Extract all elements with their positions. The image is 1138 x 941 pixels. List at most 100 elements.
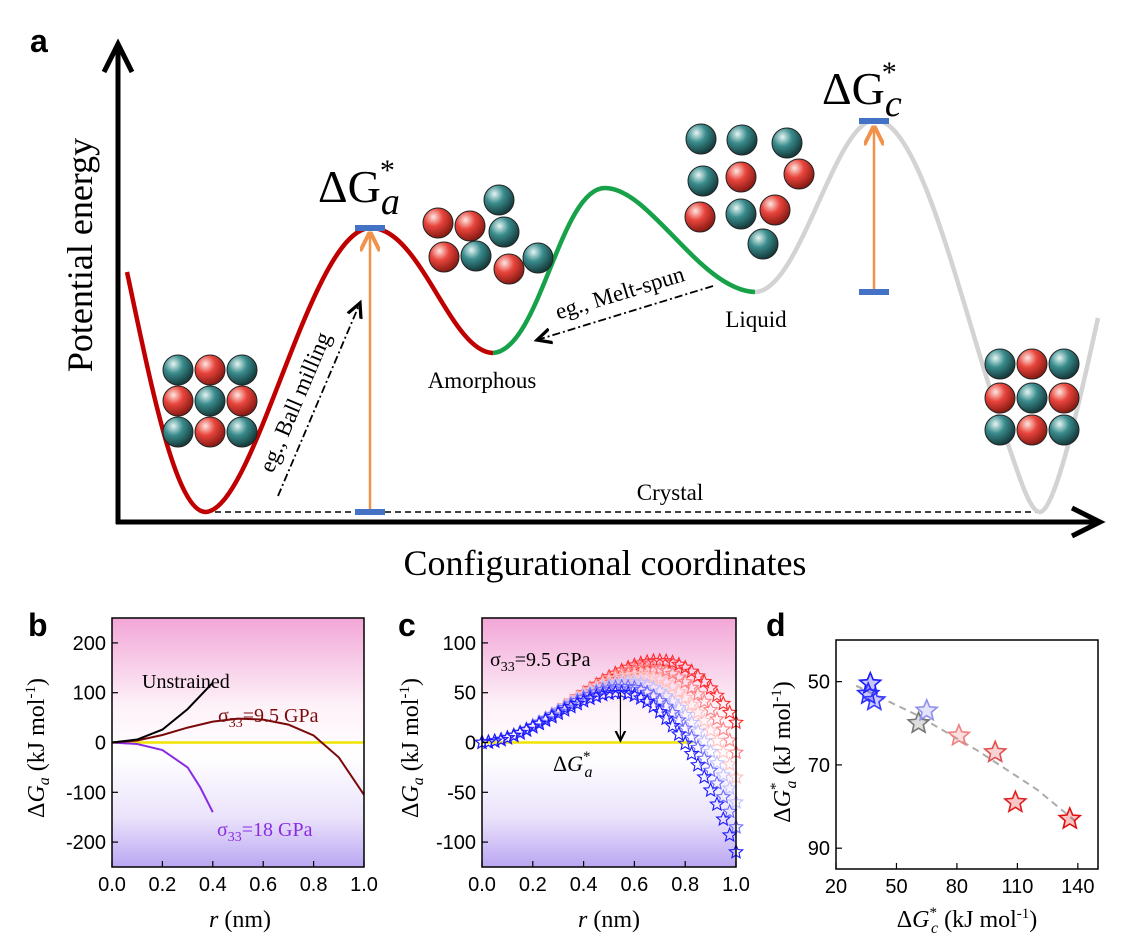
panel-b-frame: [111, 617, 365, 868]
barrier-a-label: ΔGa*: [318, 154, 400, 223]
liquid-label: Liquid: [725, 307, 787, 332]
data-point-star: [702, 701, 719, 717]
atom-1: [493, 253, 525, 285]
panel-d: d 20 50 80 110 140 50 70 90 ΔG* c (kJ mol-1) ΔG*…: [766, 607, 1099, 937]
data-point-star: [531, 715, 548, 731]
panel-c-barrier-label: ΔG* a: [553, 749, 593, 781]
atom-0: [162, 385, 194, 417]
data-point-star: [569, 692, 586, 708]
data-point-star: [721, 755, 738, 772]
panel-a: a Configurational coordinates Potential …: [30, 23, 1106, 583]
panel-c-y-title: ΔGa (kJ mol-1): [397, 678, 427, 818]
atom-3: [984, 348, 1016, 380]
data-point-star: [683, 745, 700, 761]
data-point-star: [982, 739, 1008, 763]
data-point-star: [677, 689, 694, 705]
panel-d-frame: [835, 639, 1099, 870]
atom-2: [687, 165, 719, 197]
atom-2: [725, 198, 757, 230]
data-point-star: [670, 725, 687, 742]
data-point-star: [702, 781, 719, 798]
data-point-star: [696, 768, 713, 785]
data-point-star: [550, 705, 567, 721]
x-tick-label: 80: [946, 876, 968, 898]
barrier-c-top-bar: [859, 118, 889, 124]
x-tick-label: 0.0: [468, 874, 496, 896]
panel-d-x-title: ΔG* c (kJ mol-1): [897, 905, 1038, 937]
x-axis-title: Configurational coordinates: [404, 543, 807, 583]
data-point-star: [855, 681, 881, 705]
sigma-95-label: σ33=9.5 GPa: [218, 705, 319, 731]
panel-b-label: b: [28, 607, 48, 643]
data-point-star: [588, 688, 605, 704]
atom-1: [522, 242, 554, 274]
atom-0: [194, 385, 226, 417]
panel-c-frame: [481, 617, 737, 868]
melt-spun-arrow: [537, 285, 714, 340]
data-point-star: [914, 697, 940, 722]
x-tick-label: 20: [825, 876, 847, 898]
barrier-a-bottom-bar: [355, 509, 385, 515]
data-point-star: [575, 692, 592, 708]
panel-c-sigma-label: σ33=9.5 GPa: [490, 649, 591, 675]
data-point-star: [906, 710, 932, 734]
data-point-star: [946, 722, 972, 747]
atom-0: [226, 385, 258, 417]
barrier-c-bottom-bar: [859, 289, 889, 295]
data-point-star: [594, 681, 611, 698]
data-point-star: [524, 717, 541, 734]
data-point-star: [721, 826, 738, 843]
atom-0: [162, 416, 194, 448]
data-point-star: [518, 721, 535, 738]
atom-2: [725, 161, 757, 193]
data-point-star: [600, 680, 618, 696]
panel-b-plot: 0.0 0.2 0.4 0.6 0.8 1.0 200 100 0 -100 -200: [66, 633, 378, 896]
data-point-star: [480, 733, 497, 750]
atom-2: [747, 228, 779, 260]
y-tick-label: 50: [808, 672, 830, 694]
panel-d-label: d: [766, 607, 786, 643]
atom-1: [422, 207, 454, 239]
atom-1: [460, 240, 492, 272]
series-line--33-18-GPa: [111, 741, 214, 813]
data-point-star: [499, 729, 516, 745]
y-tick-label: 70: [808, 755, 830, 777]
x-tick-label: 0.4: [570, 874, 598, 896]
x-axis-arrow-icon: [1070, 505, 1106, 539]
atom-1: [483, 184, 515, 216]
data-point-star: [664, 717, 681, 733]
atom-1: [428, 241, 460, 273]
ball-milling-arrow: [277, 303, 360, 497]
atom-0: [162, 354, 194, 386]
data-point-star: [632, 659, 649, 676]
x-tick-label: 140: [1061, 876, 1094, 898]
atom-3: [1048, 414, 1080, 446]
data-point-star: [505, 727, 522, 743]
y-tick-label: -100: [66, 782, 106, 804]
data-point-star: [1057, 805, 1083, 830]
sigma-18-label: σ33=18 GPa: [217, 819, 313, 845]
data-point-star: [626, 666, 643, 682]
data-point-star: [702, 762, 719, 778]
data-point-star: [696, 693, 713, 709]
data-point-star: [512, 724, 529, 740]
panel-a-label: a: [30, 23, 48, 59]
atom-3: [1048, 348, 1080, 380]
y-tick-label: -100: [436, 832, 476, 854]
x-tick-label: 0.2: [148, 874, 176, 896]
data-point-star: [537, 712, 554, 728]
x-tick-label: 1.0: [722, 874, 750, 896]
x-tick-label: 0.8: [671, 874, 699, 896]
panel-d-plot: 20 50 80 110 140 50 70 90: [808, 670, 1095, 898]
y-tick-label: 0: [95, 733, 106, 755]
data-point-star: [677, 735, 694, 751]
data-point-star: [569, 695, 586, 711]
data-point-star: [708, 754, 725, 770]
data-point-star: [670, 683, 687, 699]
data-point-star: [581, 690, 598, 706]
data-point-star: [689, 739, 706, 755]
data-point-star: [664, 665, 681, 681]
data-point-star: [702, 679, 719, 696]
data-point-star: [486, 732, 503, 749]
